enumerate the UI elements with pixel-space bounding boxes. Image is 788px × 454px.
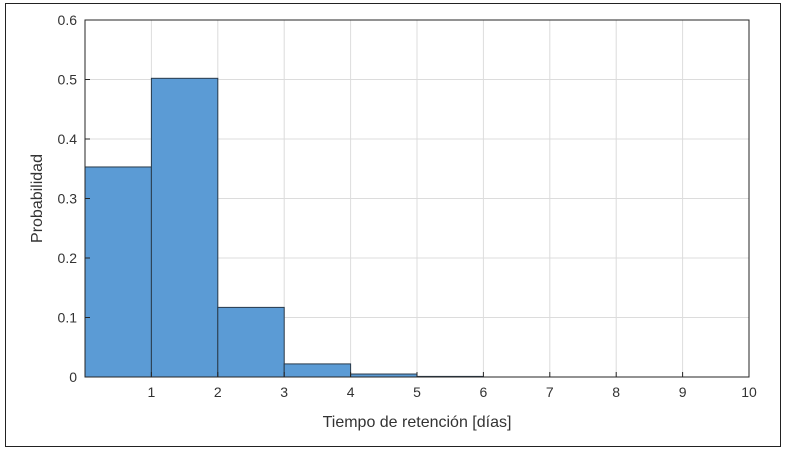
- x-tick-label: 7: [546, 384, 554, 400]
- x-tick-label: 4: [347, 384, 355, 400]
- histogram-bar: [283, 363, 352, 378]
- y-axis-ticks: 0 0.1 0.2 0.3 0.4 0.5 0.6: [58, 12, 90, 385]
- histogram-bar: [217, 306, 285, 378]
- histogram-bar: [84, 166, 152, 378]
- x-tick-label: 6: [480, 384, 488, 400]
- y-axis-label: Probabilidad: [29, 154, 46, 243]
- y-tick-label: 0.6: [58, 12, 78, 28]
- x-tick-label: 9: [679, 384, 687, 400]
- y-tick-label: 0.5: [58, 72, 78, 88]
- x-tick-label: 10: [741, 384, 757, 400]
- y-tick-label: 0.2: [58, 250, 78, 266]
- x-tick-label: 8: [612, 384, 620, 400]
- x-tick-label: 3: [280, 384, 288, 400]
- y-tick-label: 0: [69, 369, 77, 385]
- x-tick-label: 1: [148, 384, 156, 400]
- y-tick-label: 0.3: [58, 191, 78, 207]
- y-tick-label: 0.1: [58, 310, 78, 326]
- x-axis-ticks: 1 2 3 4 5 6 7 8 9 10: [148, 372, 757, 400]
- x-tick-label: 2: [214, 384, 222, 400]
- histogram-bars: [84, 77, 484, 378]
- x-tick-label: 5: [413, 384, 421, 400]
- y-tick-label: 0.4: [58, 131, 78, 147]
- histogram-bar: [150, 77, 219, 378]
- x-axis-label: Tiempo de retención [días]: [323, 414, 512, 431]
